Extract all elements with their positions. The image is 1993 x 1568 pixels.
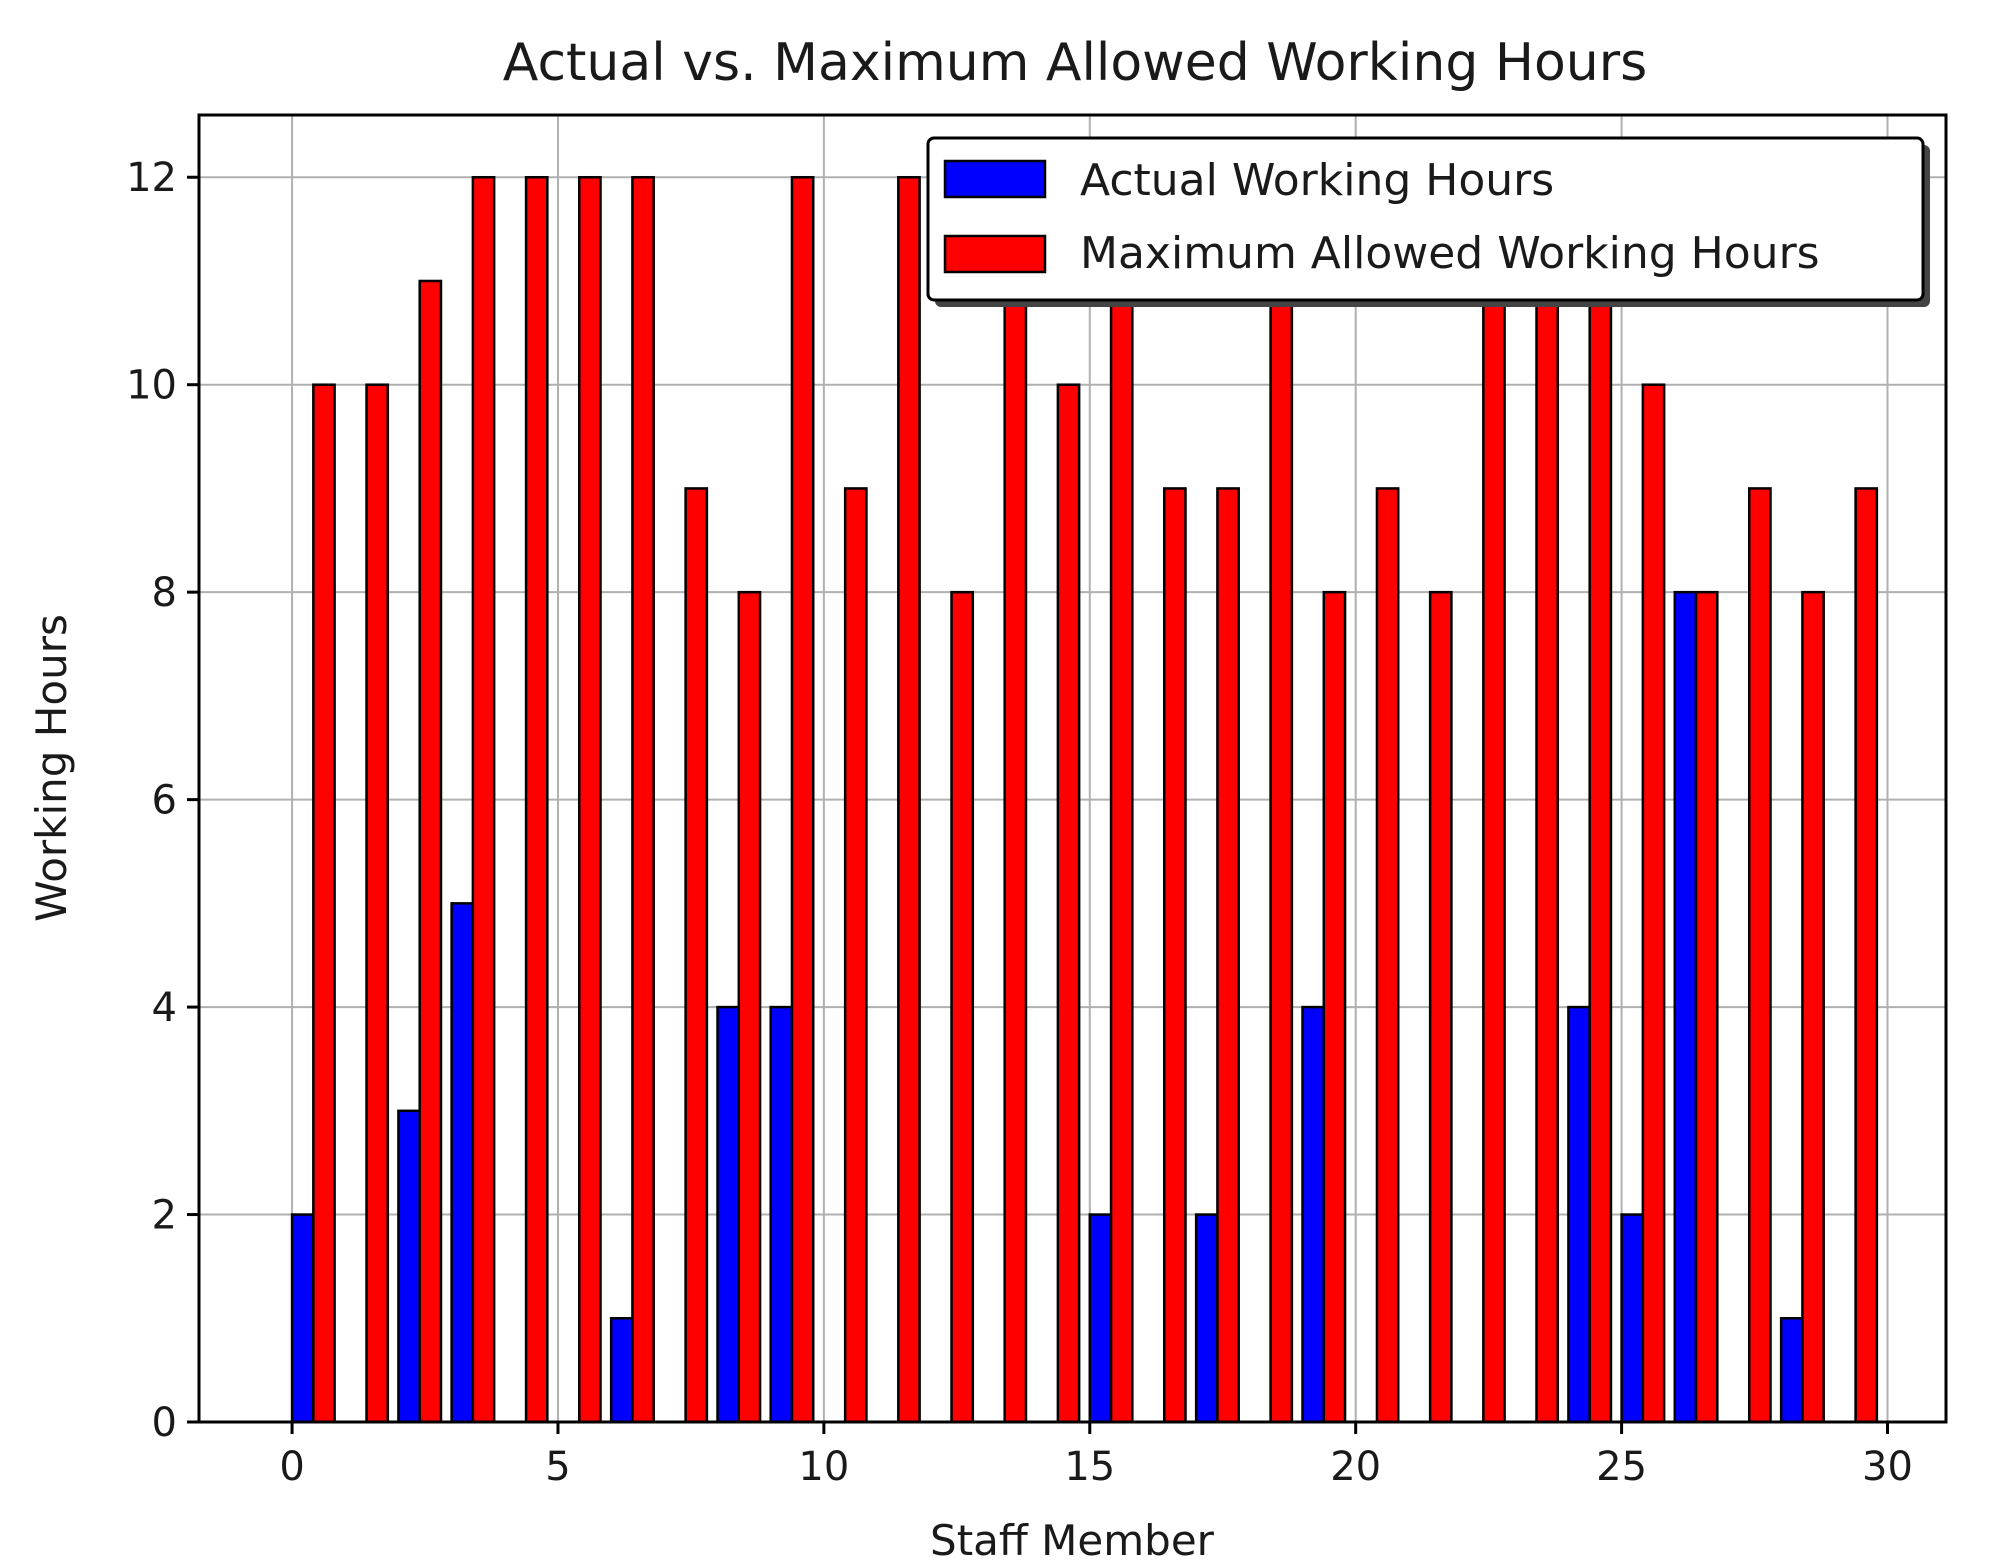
bar-actual (397, 1109, 421, 1424)
axis-ticks: 0 5 10 15 20 25 30 0 2 4 6 8 10 12 (126, 155, 1913, 1490)
bar-maximum (1588, 279, 1613, 1424)
bar-maximum (1482, 279, 1506, 1424)
y-tick-label: 12 (126, 155, 177, 201)
bar-maximum (1162, 487, 1187, 1424)
y-tick-label: 8 (152, 570, 177, 616)
bar-maximum (577, 175, 602, 1424)
bar-actual (1567, 1005, 1591, 1424)
y-tick-label: 10 (126, 363, 177, 409)
y-tick-label: 2 (152, 1193, 177, 1239)
bar-actual (1620, 1213, 1645, 1424)
bar-maximum (1322, 590, 1347, 1424)
bar-maximum (684, 487, 709, 1424)
bar-maximum (950, 590, 975, 1424)
bar-actual (1301, 1005, 1326, 1424)
bar-maximum (1854, 487, 1879, 1424)
bar-actual (1194, 1213, 1219, 1424)
x-tick-label: 5 (545, 1444, 570, 1490)
bar-actual (769, 1005, 794, 1424)
y-tick-label: 6 (152, 778, 177, 824)
bar-maximum (1747, 487, 1772, 1424)
bar-maximum (1694, 590, 1719, 1424)
legend-swatch-maximum (943, 234, 1047, 274)
bar-maximum (1375, 487, 1400, 1424)
bar-maximum (737, 590, 762, 1424)
x-tick-label: 15 (1064, 1444, 1115, 1490)
bar-maximum (1428, 590, 1453, 1424)
bar-actual (1673, 590, 1698, 1424)
bar-maximum (843, 487, 868, 1424)
x-tick-label: 10 (798, 1444, 849, 1490)
bar-maximum (790, 175, 815, 1424)
x-tick-label: 20 (1330, 1444, 1381, 1490)
legend-label-actual: Actual Working Hours (1080, 155, 1554, 206)
bar-maximum (471, 175, 496, 1424)
y-tick-label: 0 (152, 1400, 177, 1446)
y-tick-label: 4 (152, 985, 177, 1031)
bar-maximum (1269, 279, 1294, 1424)
bar-actual (290, 1213, 315, 1424)
bar-maximum (524, 175, 549, 1424)
bar-actual (1779, 1317, 1804, 1424)
bar-maximum (631, 175, 655, 1424)
bars (290, 175, 1879, 1424)
bar-maximum (1641, 383, 1666, 1424)
bar-maximum (1216, 487, 1240, 1424)
bar-actual (716, 1005, 741, 1424)
x-tick-label: 25 (1596, 1444, 1647, 1490)
x-tick-label: 30 (1862, 1444, 1913, 1490)
bar-maximum (897, 175, 921, 1424)
legend-label-maximum: Maximum Allowed Working Hours (1080, 228, 1820, 279)
bar-maximum (1003, 279, 1028, 1424)
legend-swatch-actual (943, 159, 1047, 199)
bar-actual (450, 902, 475, 1424)
bar-maximum (1801, 590, 1825, 1424)
bar-actual (1088, 1213, 1113, 1424)
bar-maximum (365, 383, 390, 1424)
bar-maximum (1535, 279, 1560, 1424)
y-axis-label: Working Hours (27, 614, 76, 922)
bar-maximum (312, 383, 336, 1424)
bar-maximum (418, 279, 443, 1424)
bar-maximum (1056, 383, 1081, 1424)
legend: Actual Working Hours Maximum Allowed Wor… (926, 136, 1930, 307)
legend-box (926, 136, 1925, 302)
bar-actual (609, 1317, 634, 1424)
chart-title: Actual vs. Maximum Allowed Working Hours (503, 33, 1647, 93)
x-axis-label: Staff Member (930, 1516, 1215, 1565)
bar-maximum (1109, 279, 1134, 1424)
x-tick-label: 0 (279, 1444, 304, 1490)
plot-frame (197, 113, 1948, 1424)
